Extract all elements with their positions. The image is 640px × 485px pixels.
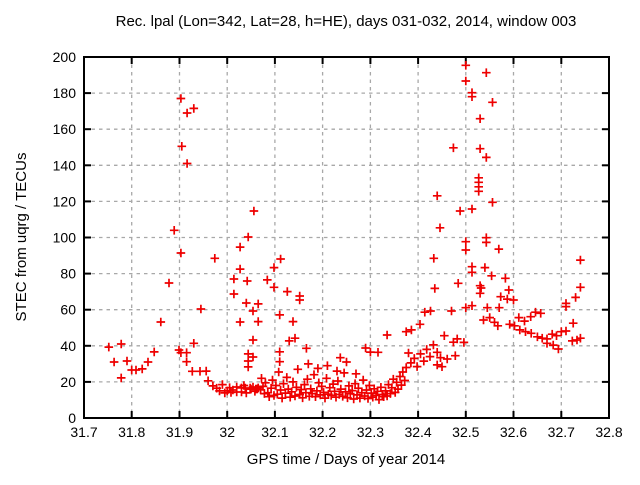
x-tick-label: 32.2 [309, 424, 336, 440]
x-tick-label: 32.5 [452, 424, 479, 440]
y-tick-label: 20 [60, 374, 76, 390]
chart-title: Rec. lpal (Lon=342, Lat=28, h=HE), days … [116, 13, 577, 30]
y-tick-label: 60 [60, 302, 76, 318]
scatter-points [104, 61, 585, 404]
y-tick-label: 80 [60, 266, 76, 282]
y-tick-label: 100 [53, 230, 77, 246]
x-tick-label: 32.7 [548, 424, 575, 440]
x-tick-label: 32.4 [404, 424, 431, 440]
x-axis-label: GPS time / Days of year 2014 [247, 451, 445, 468]
y-tick-label: 120 [53, 193, 77, 209]
y-tick-label: 160 [53, 121, 77, 137]
x-tick-label: 31.9 [166, 424, 193, 440]
x-tick-label: 32.6 [500, 424, 527, 440]
y-tick-label: 40 [60, 338, 76, 354]
x-tick-label: 31.7 [70, 424, 97, 440]
tick-labels: 31.7 31.8 31.9 32 32.1 32.2 32.3 32.4 32.5 32.6 32… [53, 49, 623, 440]
x-tick-label: 31.8 [118, 424, 145, 440]
x-tick-label: 32.8 [595, 424, 622, 440]
y-tick-label: 200 [53, 49, 77, 65]
y-tick-label: 0 [68, 410, 76, 426]
x-tick-label: 32 [219, 424, 235, 440]
y-tick-label: 140 [53, 157, 77, 173]
x-tick-label: 32.1 [261, 424, 288, 440]
x-tick-label: 32.3 [357, 424, 384, 440]
y-axis-label: STEC from uqrg / TECUs [13, 153, 30, 322]
gridlines [84, 57, 609, 418]
y-tick-label: 180 [53, 85, 77, 101]
plot-border [83, 56, 610, 419]
